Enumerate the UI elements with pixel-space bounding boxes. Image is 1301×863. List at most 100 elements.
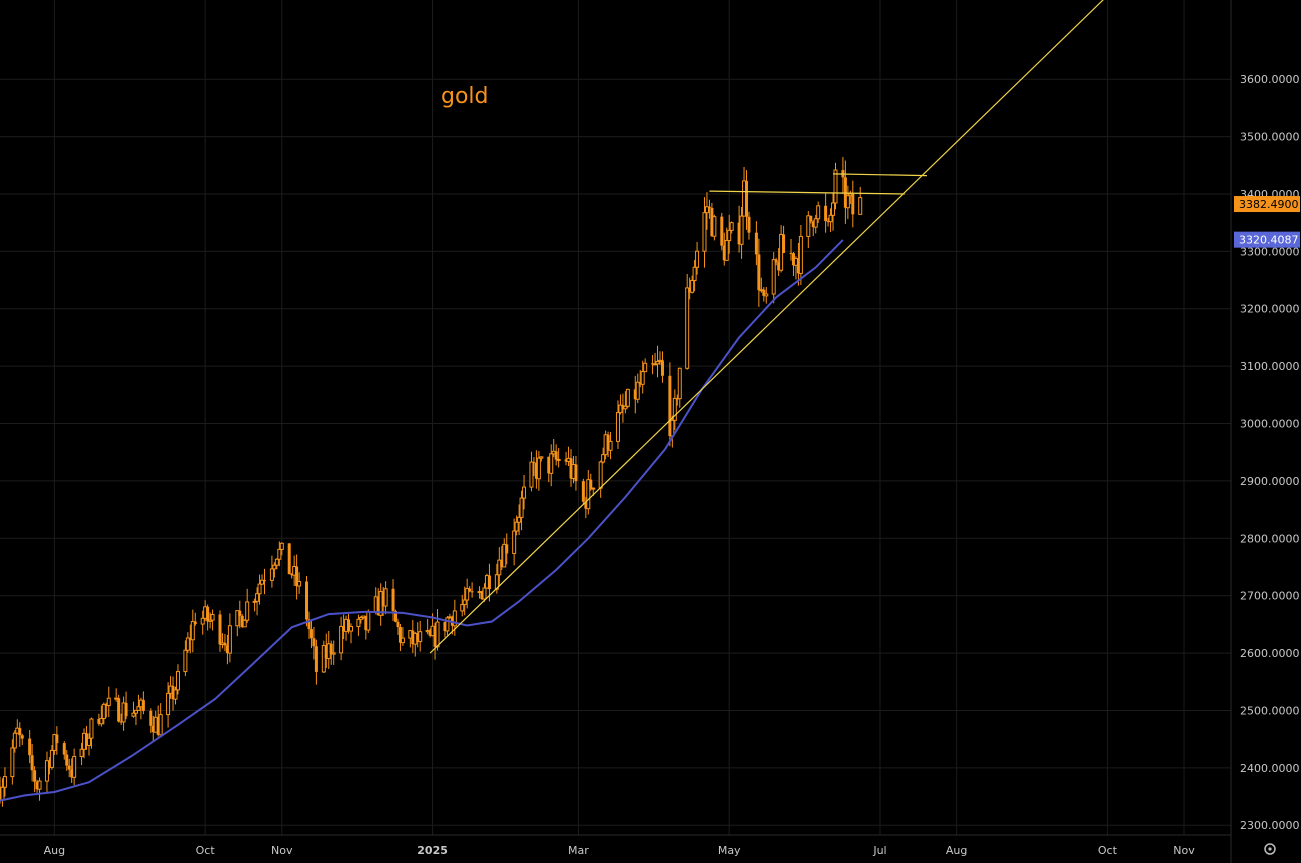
candle-body (514, 521, 519, 532)
candle-body (381, 591, 385, 607)
candle-body (208, 619, 213, 622)
price-tick-label: 3300.0000 (1240, 245, 1300, 258)
candle-body (416, 633, 420, 642)
moving-average-badge: 3320.4087 (1239, 234, 1299, 247)
candle-body (598, 461, 603, 489)
candle-body (312, 638, 316, 647)
candle-body (487, 575, 491, 590)
candle-body (279, 542, 284, 550)
candle-body (97, 719, 101, 724)
price-tick-label: 2500.0000 (1240, 704, 1300, 717)
candle-body (89, 718, 94, 739)
candle-body (188, 637, 192, 640)
candle-body (255, 593, 260, 602)
candle-body (339, 625, 344, 654)
candle-body (99, 718, 104, 725)
candle-body (358, 617, 363, 620)
candle-body (210, 613, 215, 621)
candle-body (824, 205, 828, 221)
candle-body (331, 652, 336, 655)
candle-body (522, 486, 527, 499)
price-tick-label: 2400.0000 (1240, 762, 1300, 775)
candle-body (621, 405, 625, 409)
price-tick-label: 2300.0000 (1240, 819, 1300, 832)
candle-body (791, 253, 795, 266)
candle-body (321, 645, 326, 673)
candle-body (411, 630, 415, 645)
candle-body (534, 463, 538, 479)
candle-body (789, 252, 793, 254)
candle-body (581, 481, 585, 502)
candle-body (462, 599, 467, 606)
candle-body (245, 601, 250, 621)
candle-body (672, 397, 677, 421)
candle-body (62, 743, 66, 755)
candle-body (586, 479, 591, 510)
candle-body (136, 706, 141, 711)
candle-body (400, 637, 405, 644)
settings-gear-icon[interactable] (1264, 843, 1276, 855)
candle-body (366, 611, 371, 631)
candle-body (171, 686, 175, 700)
price-tick-label: 3000.0000 (1240, 418, 1300, 431)
time-axis[interactable]: Aug Oct Nov 2025 Mar May Jul Aug Oct Nov (44, 844, 1196, 857)
candle-body (277, 548, 282, 560)
candle-body (777, 262, 781, 271)
candle-body (554, 451, 558, 460)
candle-body (677, 367, 682, 400)
price-tick-label: 2900.0000 (1240, 475, 1300, 488)
price-tick-label: 3600.0000 (1240, 73, 1300, 86)
time-tick-label: Oct (196, 844, 216, 857)
candle-body (720, 216, 724, 246)
candle-body (729, 222, 734, 231)
candle-body (574, 464, 578, 482)
candle-body (33, 770, 37, 782)
candle-body (737, 222, 741, 245)
candle-body (724, 240, 729, 261)
candle-body (702, 212, 707, 252)
candle-body (37, 780, 42, 790)
candle-body (468, 588, 472, 592)
candle-body (376, 596, 380, 616)
candle-body (65, 754, 69, 766)
candle-body (117, 698, 121, 722)
candle-body (833, 169, 838, 204)
last-price-badge-bg (1234, 196, 1300, 213)
candle-body (547, 456, 551, 474)
candle-body (356, 618, 361, 628)
candle-body (290, 574, 294, 576)
candle-body (70, 769, 74, 778)
candle-body (349, 626, 354, 632)
candle-body (133, 709, 138, 714)
candle-body (28, 738, 32, 756)
candle-body (460, 604, 465, 612)
candle-body (618, 404, 623, 414)
trendline (429, 0, 1104, 654)
candle-body (757, 254, 761, 291)
candle-body (782, 234, 786, 253)
candle-body (549, 453, 554, 474)
price-axis[interactable]: 2300.0000 2400.0000 2500.0000 2600.0000 2700… (1240, 73, 1300, 832)
drawings (429, 0, 1104, 654)
candle-body (798, 235, 803, 274)
candle-body (635, 381, 640, 400)
candle-body (536, 457, 541, 480)
candle-body (655, 360, 660, 365)
candle-body (494, 574, 499, 590)
candle-body (764, 293, 769, 297)
candle-body (811, 221, 815, 228)
candle-body (131, 712, 136, 717)
candle-body (692, 266, 697, 281)
candle-body (235, 610, 240, 627)
candle-body (710, 207, 714, 237)
candle-body (452, 610, 457, 627)
price-tick-label: 2700.0000 (1240, 590, 1300, 603)
candle-body (754, 232, 758, 255)
candle-body (660, 360, 664, 376)
candle-body (502, 543, 507, 568)
candle-body (101, 703, 106, 720)
candle-body (295, 566, 299, 586)
candle-body (796, 258, 800, 274)
candle-body (816, 205, 821, 220)
